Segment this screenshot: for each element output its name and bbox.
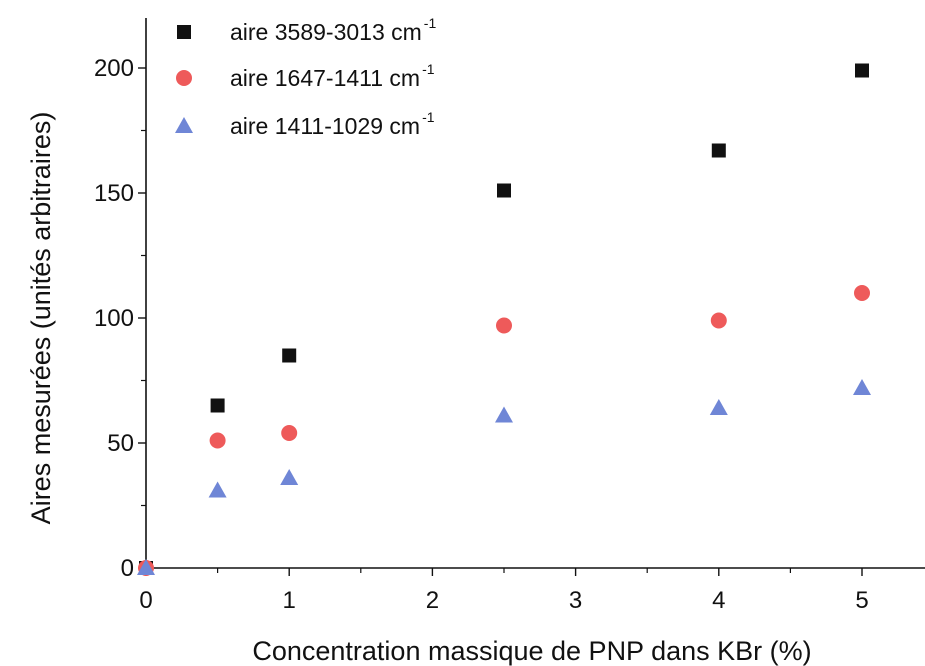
legend-item-circle: aire 1647-1411 cm -1 [176,61,435,91]
legend-item-square: aire 3589-3013 cm -1 [177,15,436,45]
square-point-1 [210,398,225,413]
legend-label: aire 1411-1029 cm [230,113,420,139]
x-tick-label-2: 2 [426,587,439,614]
triangle-point-1 [208,481,227,498]
y-tick-label-100: 100 [94,305,134,332]
legend-label: aire 3589-3013 cm [230,19,422,45]
x-tick-label-4: 4 [712,587,725,614]
legend-label-superscript: -1 [422,109,435,125]
square-point-5 [855,63,869,78]
triangle-point-0 [137,559,155,575]
x-axis-title: Concentration massique de PNP dans KBr (… [252,636,811,666]
circle-point-2 [281,425,298,441]
series-triangle [137,379,871,575]
triangle-point-3 [495,406,513,423]
axes [145,18,925,569]
square-point-4 [711,143,726,158]
circle-point-5 [854,285,870,301]
circle-point-4 [710,312,727,329]
y-tick-label-0: 0 [121,555,134,582]
y-tick-label-200: 200 [94,55,134,82]
x-tick-label-5: 5 [855,587,868,614]
square-point-3 [497,183,511,198]
data-points [137,63,871,576]
legend-item-triangle: aire 1411-1029 cm -1 [175,109,435,139]
legend-label: aire 1647-1411 cm [230,65,420,91]
legend-label-superscript: -1 [422,61,435,77]
circle-point-1 [209,432,226,449]
y-axis-title: Aires mesurées (unités arbitraires) [26,112,56,525]
series-circle [138,285,870,576]
legend-square-icon [177,25,191,39]
triangle-point-5 [853,379,871,395]
x-tick-label-1: 1 [283,587,296,614]
square-point-2 [282,348,297,363]
y-tick-label-150: 150 [94,180,134,207]
legend-label-superscript: -1 [424,15,437,31]
legend-triangle-icon [175,117,193,133]
x-tick-label-0: 0 [139,587,152,614]
triangle-point-4 [709,399,728,415]
x-tick-label-3: 3 [569,587,582,614]
legend-circle-icon [176,70,192,86]
y-tick-label-50: 50 [107,430,134,457]
triangle-point-2 [280,469,299,485]
circle-point-3 [496,317,512,334]
